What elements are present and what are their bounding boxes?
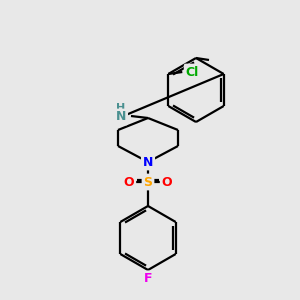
Text: F: F — [144, 272, 152, 286]
Text: S: S — [143, 176, 152, 188]
Text: H: H — [116, 103, 126, 113]
Text: O: O — [162, 176, 172, 188]
Text: N: N — [116, 110, 126, 124]
Text: N: N — [143, 155, 153, 169]
Text: O: O — [124, 176, 134, 188]
Text: Cl: Cl — [186, 65, 199, 79]
